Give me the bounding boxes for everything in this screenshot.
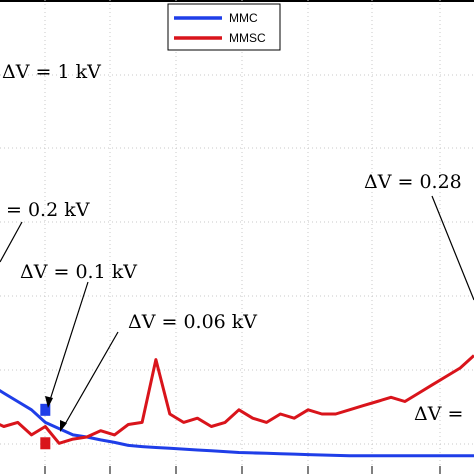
series-line-mmc bbox=[0, 389, 474, 458]
annotation-0p2kv: = 0.2 kV bbox=[6, 199, 90, 221]
arrowhead-0p1kv bbox=[45, 396, 53, 408]
arrowhead-0p06kv bbox=[60, 420, 67, 432]
annotation-arrows bbox=[0, 195, 474, 427]
annotation-0p28: ΔV = 0.28 bbox=[364, 171, 462, 193]
arrow-0p2kv bbox=[0, 221, 23, 263]
marker-mmc bbox=[40, 403, 51, 416]
arrow-heads bbox=[45, 396, 67, 432]
legend-label-mmc: MMC bbox=[229, 11, 258, 25]
legend: MMC MMSC bbox=[167, 3, 281, 51]
annotation-0p1kv: ΔV = 0.1 kV bbox=[20, 261, 137, 283]
annotation-bottom-right: ΔV = bbox=[414, 403, 463, 425]
arrow-0p06kv bbox=[63, 331, 119, 427]
arrow-0p28 bbox=[431, 195, 474, 301]
series-line-mmsc bbox=[0, 354, 474, 445]
marker-mmsc bbox=[40, 437, 51, 450]
legend-box bbox=[167, 3, 281, 51]
marker-layer bbox=[40, 403, 51, 450]
annotation-1kv: ΔV = 1 kV bbox=[2, 61, 101, 83]
annotation-0p06kv: ΔV = 0.06 kV bbox=[128, 311, 257, 333]
legend-label-mmsc: MMSC bbox=[229, 31, 266, 45]
arrow-0p1kv bbox=[49, 281, 89, 401]
series-layer bbox=[0, 354, 474, 458]
